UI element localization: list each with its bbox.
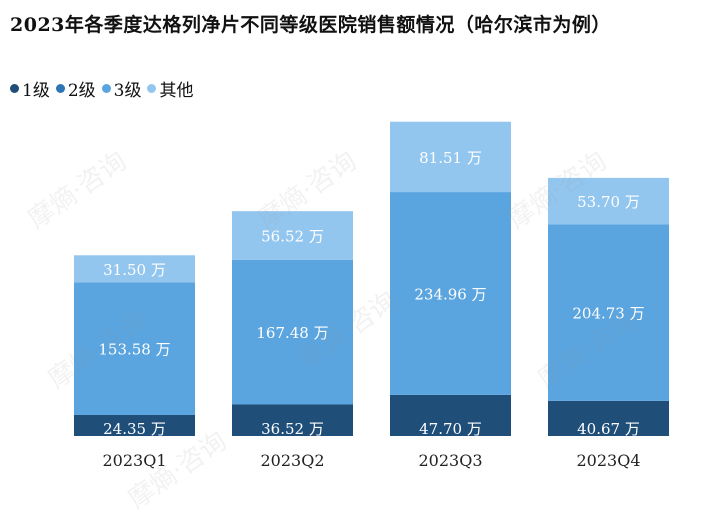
data-label: 234.96 万: [414, 285, 486, 303]
bar-segment-2023Q2-3级: [232, 259, 353, 405]
legend-item-1: 2级: [55, 76, 96, 101]
bar-segment-2023Q1-3级: [74, 282, 195, 415]
bar-segment-2023Q4-1级: [548, 400, 669, 436]
legend-label: 1级: [22, 81, 50, 101]
bar-segment-2023Q3-其他: [390, 121, 511, 193]
legend-label: 其他: [159, 81, 194, 101]
category-label: 2023Q4: [576, 451, 640, 470]
bar-segment-2023Q2-其他: [232, 211, 353, 260]
legend-label: 3级: [113, 81, 142, 101]
data-label: 153.58 万: [98, 341, 170, 359]
data-label: 36.52 万: [261, 420, 324, 438]
legend-swatch: [10, 84, 19, 93]
data-label: 167.48 万: [256, 324, 328, 342]
bar-segment-2023Q1-1级: [74, 414, 195, 436]
legend: 1级 2级 3级 其他: [10, 76, 199, 101]
legend-swatch: [101, 84, 111, 93]
data-label: 47.70 万: [419, 420, 482, 438]
category-label: 2023Q2: [260, 451, 324, 470]
category-label: 2023Q3: [418, 451, 482, 470]
chart-title: 2023年各季度达格列净片不同等级医院销售额情况（哈尔滨市为例）: [10, 14, 611, 36]
data-label: 204.73 万: [572, 305, 644, 323]
bar-segment-2023Q2-1级: [232, 404, 353, 436]
legend-label: 2级: [67, 81, 96, 101]
bar-segment-2023Q3-1级: [390, 394, 511, 436]
legend-item-3: 其他: [147, 76, 193, 101]
data-label: 31.50 万: [103, 261, 166, 279]
legend-swatch: [147, 84, 157, 93]
legend-item-2: 3级: [101, 76, 142, 101]
category-label: 2023Q1: [102, 451, 166, 470]
data-label: 81.51 万: [419, 149, 482, 167]
bar-segment-2023Q3-3级: [390, 192, 511, 395]
stacked-bar-chart: 24.35 万 153.58 万 31.50 万 2023Q1 36.52 万 167.4…: [74, 121, 669, 470]
data-label: 53.70 万: [577, 193, 640, 211]
data-label: 56.52 万: [261, 228, 324, 246]
legend-swatch: [55, 84, 65, 93]
bar-segment-2023Q4-其他: [548, 177, 669, 225]
bar-segment-2023Q1-其他: [74, 255, 195, 283]
bar-segment-2023Q4-3级: [548, 224, 669, 401]
data-label: 24.35 万: [103, 420, 166, 438]
data-label: 40.67 万: [577, 420, 640, 438]
legend-item-0: 1级: [10, 76, 50, 101]
